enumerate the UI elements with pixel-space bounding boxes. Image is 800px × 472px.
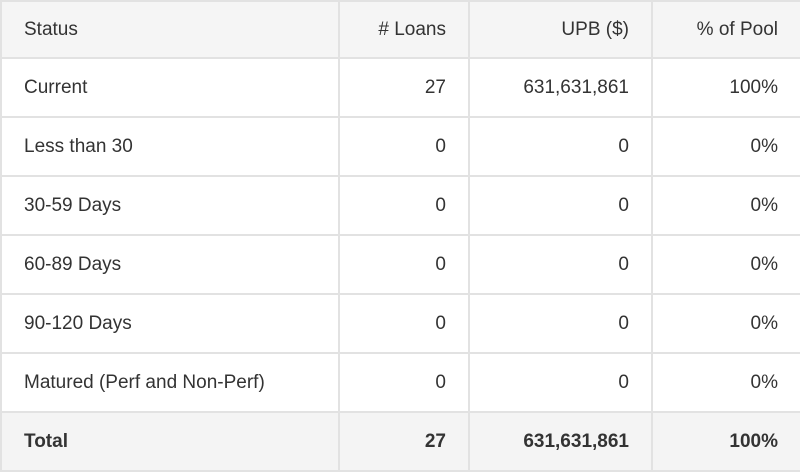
column-header-upb: UPB ($) — [468, 0, 653, 59]
cell-pct: 0% — [651, 175, 800, 236]
table-row: 60-89 Days 0 0 0% — [0, 234, 800, 295]
cell-loans: 0 — [338, 293, 470, 354]
table-row: Current 27 631,631,861 100% — [0, 57, 800, 118]
table-row: 30-59 Days 0 0 0% — [0, 175, 800, 236]
total-row: Total 27 631,631,861 100% — [0, 411, 800, 472]
cell-pct: 0% — [651, 293, 800, 354]
cell-status: Matured (Perf and Non-Perf) — [0, 352, 340, 413]
cell-upb: 0 — [468, 116, 653, 177]
cell-status: 30-59 Days — [0, 175, 340, 236]
cell-status: Current — [0, 57, 340, 118]
cell-upb: 0 — [468, 293, 653, 354]
table-row: 90-120 Days 0 0 0% — [0, 293, 800, 354]
cell-total-label: Total — [0, 411, 340, 472]
column-header-pct-pool: % of Pool — [651, 0, 800, 59]
cell-total-upb: 631,631,861 — [468, 411, 653, 472]
cell-loans: 27 — [338, 57, 470, 118]
cell-upb: 0 — [468, 234, 653, 295]
cell-pct: 0% — [651, 116, 800, 177]
cell-status: Less than 30 — [0, 116, 340, 177]
cell-loans: 0 — [338, 116, 470, 177]
column-header-loans: # Loans — [338, 0, 470, 59]
cell-loans: 0 — [338, 234, 470, 295]
cell-loans: 0 — [338, 175, 470, 236]
cell-pct: 100% — [651, 57, 800, 118]
column-header-status: Status — [0, 0, 340, 59]
cell-total-pct: 100% — [651, 411, 800, 472]
cell-pct: 0% — [651, 352, 800, 413]
cell-status: 60-89 Days — [0, 234, 340, 295]
table-row: Less than 30 0 0 0% — [0, 116, 800, 177]
cell-upb: 0 — [468, 352, 653, 413]
cell-upb: 0 — [468, 175, 653, 236]
cell-total-loans: 27 — [338, 411, 470, 472]
cell-upb: 631,631,861 — [468, 57, 653, 118]
cell-status: 90-120 Days — [0, 293, 340, 354]
cell-loans: 0 — [338, 352, 470, 413]
header-row: Status # Loans UPB ($) % of Pool — [0, 0, 800, 59]
cell-pct: 0% — [651, 234, 800, 295]
table-row: Matured (Perf and Non-Perf) 0 0 0% — [0, 352, 800, 413]
